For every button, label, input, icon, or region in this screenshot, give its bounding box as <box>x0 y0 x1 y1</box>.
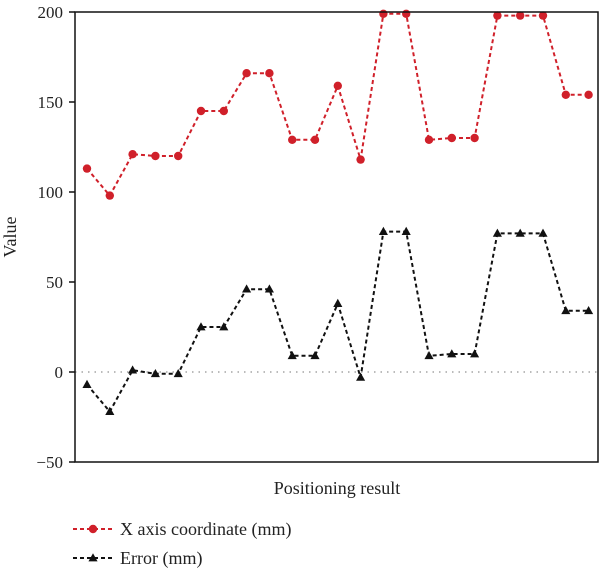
legend-marker <box>88 553 98 562</box>
data-point <box>356 155 365 164</box>
data-point <box>196 322 206 331</box>
data-point <box>493 11 502 20</box>
data-point <box>424 135 434 144</box>
data-point <box>561 306 571 315</box>
data-point <box>150 369 160 378</box>
data-point <box>447 133 456 143</box>
data-point <box>378 226 388 235</box>
x-axis-title: Positioning result <box>274 478 401 498</box>
data-point <box>470 133 479 143</box>
data-point <box>584 90 593 100</box>
data-point <box>219 106 228 116</box>
legend: X axis coordinate (mm) Error (mm) <box>73 519 291 569</box>
data-point <box>242 284 252 293</box>
data-point <box>516 11 525 20</box>
y-axis-title: Value <box>0 216 20 257</box>
series-layer <box>82 9 594 415</box>
data-point <box>173 369 183 378</box>
data-point <box>310 135 320 144</box>
series-line <box>86 230 589 414</box>
legend-label: Error (mm) <box>120 548 202 569</box>
data-point <box>288 135 297 144</box>
legend-label: X axis coordinate (mm) <box>120 519 291 540</box>
data-point <box>264 284 274 293</box>
data-point <box>287 351 297 360</box>
data-point <box>492 228 502 237</box>
data-point <box>424 351 434 360</box>
data-point <box>401 226 411 235</box>
data-point <box>561 90 570 100</box>
y-axis: −50 0 50 100 150 200 <box>36 3 75 472</box>
plot-frame <box>74 11 599 463</box>
series-x-axis-coordinate <box>82 9 593 200</box>
data-point <box>242 69 251 78</box>
data-point <box>151 151 160 161</box>
data-point <box>310 351 320 360</box>
data-point <box>402 9 411 18</box>
legend-item: X axis coordinate (mm) <box>73 519 291 540</box>
y-tick-label: 100 <box>38 183 64 202</box>
data-point <box>105 191 115 200</box>
data-point <box>584 306 594 315</box>
series-line <box>86 12 589 198</box>
data-point <box>333 81 342 91</box>
data-point <box>538 228 548 237</box>
y-tick-label: −50 <box>36 453 63 472</box>
series-error <box>82 226 594 415</box>
y-tick-label: 0 <box>55 363 64 382</box>
data-point <box>356 372 366 381</box>
y-tick-label: 200 <box>38 3 64 22</box>
data-point <box>82 379 92 388</box>
data-point <box>174 151 183 161</box>
data-point <box>447 349 457 358</box>
data-point <box>82 164 92 173</box>
y-tick-label: 150 <box>38 93 64 112</box>
y-tick-label: 50 <box>46 273 63 292</box>
data-point <box>219 322 229 331</box>
data-point <box>333 298 343 307</box>
data-point <box>470 349 480 358</box>
data-point <box>538 11 548 20</box>
legend-marker <box>88 524 98 534</box>
data-point <box>379 9 388 18</box>
data-point <box>128 365 138 374</box>
data-point <box>128 150 137 159</box>
legend-item: Error (mm) <box>73 548 202 569</box>
data-point <box>105 406 115 415</box>
data-point <box>515 228 525 237</box>
data-point <box>265 69 274 78</box>
data-point <box>196 106 206 116</box>
